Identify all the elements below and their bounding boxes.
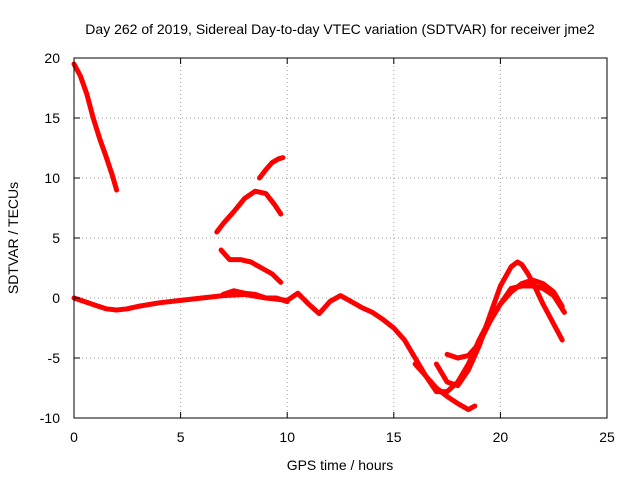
series-lower-branch — [412, 361, 478, 413]
y-tick-label: 0 — [52, 290, 60, 306]
plot-frame — [73, 57, 608, 419]
series-afternoon-low — [218, 247, 284, 285]
y-tick-label: 10 — [44, 170, 60, 186]
x-tick-label: 5 — [177, 429, 185, 445]
series-rising-hump — [433, 259, 565, 389]
x-tick-label: 10 — [279, 429, 295, 445]
y-tick-label: 15 — [44, 110, 60, 126]
x-tick-label: 15 — [386, 429, 402, 445]
y-axis-title: SDTVAR / TECUs — [5, 182, 21, 294]
tick-labels: 0 5 10 15 20 25 -10 -5 0 5 10 15 20 — [40, 50, 615, 445]
y-tick-label: -5 — [48, 350, 61, 366]
y-tick-label: -10 — [40, 410, 60, 426]
x-tick-label: 20 — [493, 429, 509, 445]
axis-ticks — [73, 57, 608, 419]
y-tick-label: 5 — [52, 230, 60, 246]
data-series — [71, 61, 567, 413]
grid-lines — [74, 58, 607, 418]
series-early-drop — [71, 61, 120, 193]
chart-title: Day 262 of 2019, Sidereal Day-to-day VTE… — [85, 21, 595, 37]
y-tick-label: 20 — [44, 50, 60, 66]
series-afternoon-top — [257, 155, 286, 181]
series-afternoon-mid — [214, 188, 284, 235]
x-tick-label: 0 — [70, 429, 78, 445]
series-near-zero-upper — [220, 288, 290, 305]
series-near-zero-main — [71, 283, 567, 395]
x-tick-label: 25 — [599, 429, 615, 445]
series-evening-arc — [444, 277, 565, 361]
x-axis-title: GPS time / hours — [287, 457, 394, 473]
